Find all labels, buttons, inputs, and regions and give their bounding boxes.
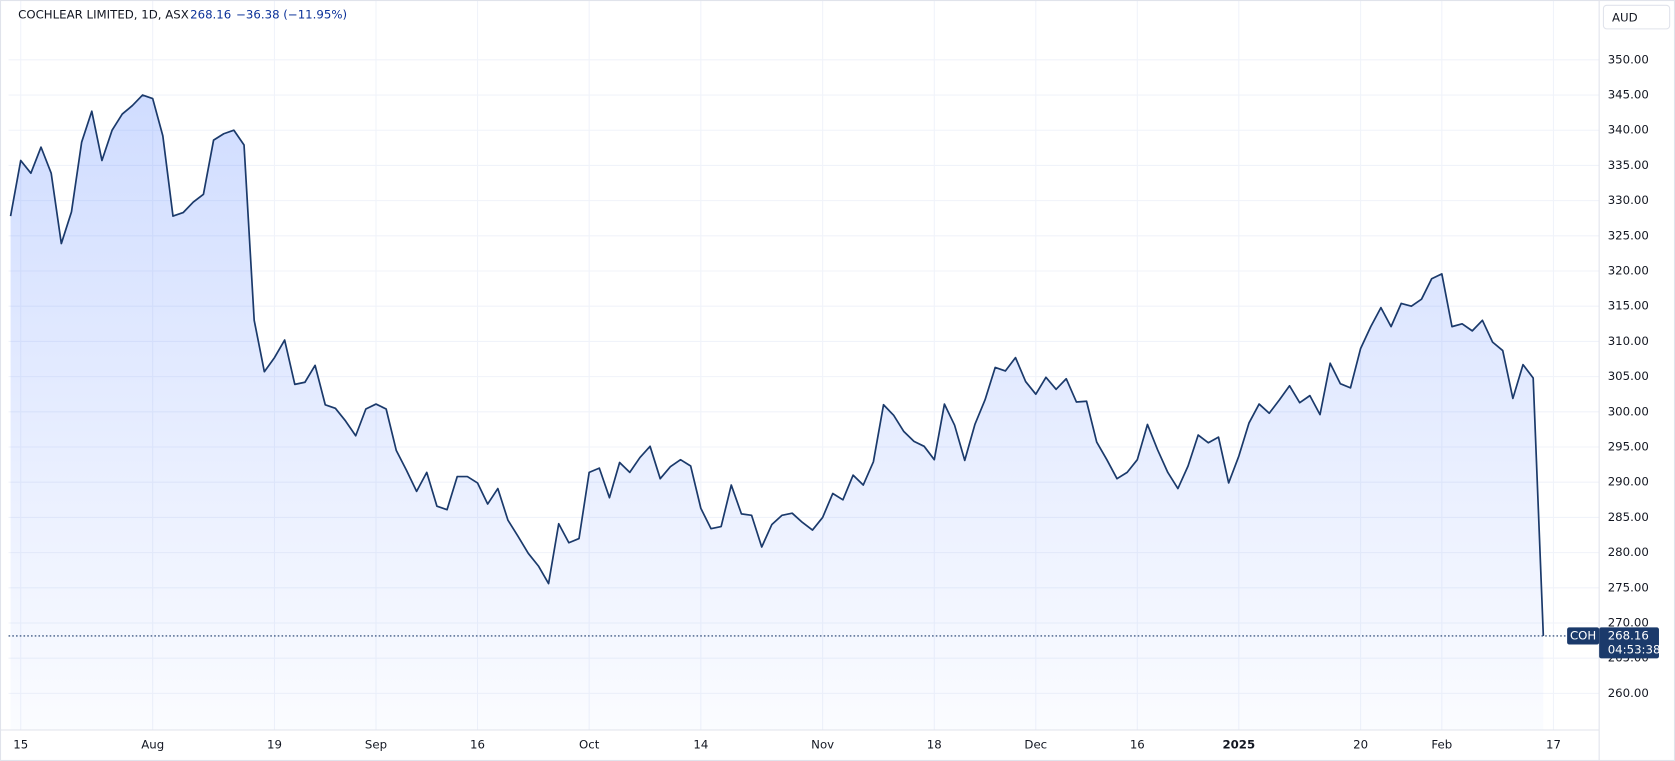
axes: 260.00265.00270.00275.00280.00285.00290.… (13, 52, 1660, 751)
y-tick-label: 345.00 (1608, 88, 1649, 102)
x-tick-label: 17 (1546, 737, 1561, 751)
y-tick-label: 320.00 (1608, 264, 1649, 278)
x-tick-label: 16 (470, 737, 485, 751)
y-tick-label: 260.00 (1608, 686, 1649, 700)
y-tick-label: 270.00 (1608, 616, 1649, 630)
x-tick-label: 2025 (1222, 737, 1255, 751)
x-tick-label: 20 (1353, 737, 1368, 751)
price-tag-countdown: 04:53:38 (1608, 642, 1661, 656)
x-tick-label: Feb (1431, 737, 1452, 751)
x-tick-label: 18 (927, 737, 942, 751)
y-tick-label: 325.00 (1608, 228, 1649, 242)
currency-label: AUD (1612, 11, 1638, 25)
x-tick-label: Aug (141, 737, 164, 751)
x-tick-label: 16 (1130, 737, 1145, 751)
y-tick-label: 295.00 (1608, 440, 1649, 454)
plot (8, 94, 1600, 731)
y-tick-label: 335.00 (1608, 158, 1649, 172)
currency-box[interactable] (1602, 4, 1671, 30)
x-tick-label: 14 (693, 737, 708, 751)
price-tag-value: 268.16 (1608, 628, 1649, 642)
x-tick-label: 15 (13, 737, 28, 751)
header-change: −36.38 (−11.95%) (236, 7, 347, 21)
y-tick-label: 285.00 (1608, 510, 1649, 524)
y-tick-label: 315.00 (1608, 299, 1649, 313)
x-tick-label: Oct (579, 737, 600, 751)
symbol-title: COCHLEAR LIMITED, 1D, ASX (18, 7, 189, 21)
price-tag (1599, 627, 1659, 659)
symbol-tag (1567, 627, 1600, 645)
symbol-tag-label: COH (1570, 628, 1596, 642)
x-tick-label: Sep (365, 737, 387, 751)
area-fill (10, 95, 1544, 731)
header-price: 268.16 (190, 7, 231, 21)
y-tick-label: 350.00 (1608, 52, 1649, 66)
y-tick-label: 305.00 (1608, 369, 1649, 383)
y-tick-label: 330.00 (1608, 193, 1649, 207)
x-tick-label: 19 (267, 737, 282, 751)
x-tick-label: Nov (811, 737, 834, 751)
y-tick-label: 290.00 (1608, 475, 1649, 489)
y-tick-label: 340.00 (1608, 123, 1649, 137)
y-tick-label: 310.00 (1608, 334, 1649, 348)
y-tick-label: 280.00 (1608, 545, 1649, 559)
y-tick-label: 275.00 (1608, 580, 1649, 594)
y-tick-label: 300.00 (1608, 404, 1649, 418)
price-line (9, 94, 1545, 636)
x-tick-label: Dec (1024, 737, 1047, 751)
